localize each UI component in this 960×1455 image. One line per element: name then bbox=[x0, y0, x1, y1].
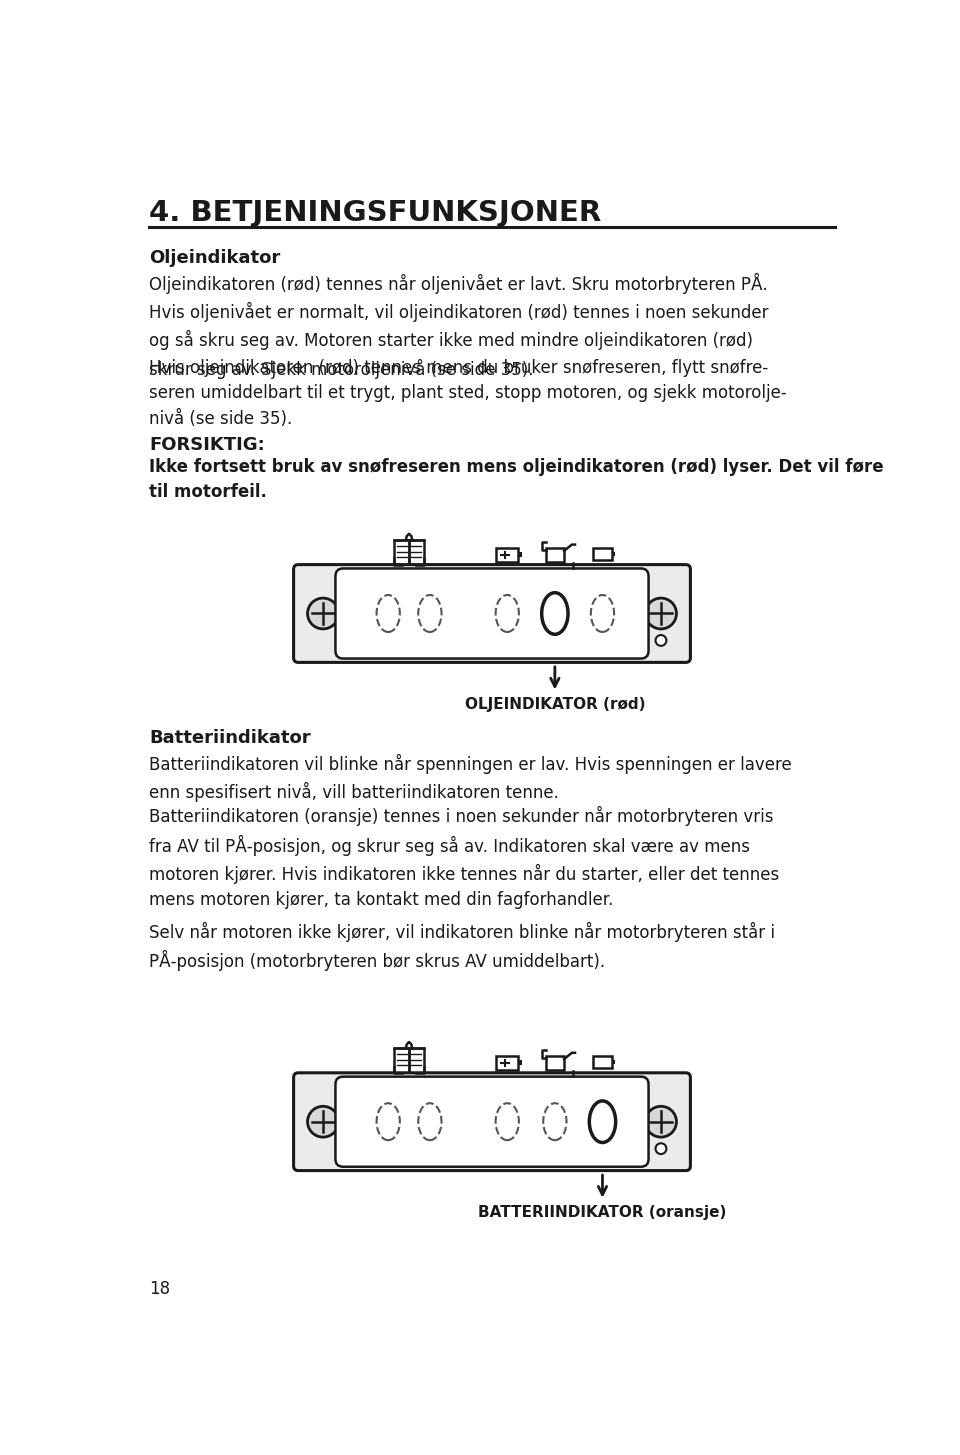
Circle shape bbox=[645, 1106, 677, 1138]
Bar bbox=[545, 1056, 564, 1069]
Circle shape bbox=[307, 1106, 339, 1138]
Ellipse shape bbox=[419, 595, 442, 631]
Ellipse shape bbox=[419, 1103, 442, 1141]
Circle shape bbox=[656, 1144, 666, 1154]
Circle shape bbox=[645, 598, 677, 629]
FancyBboxPatch shape bbox=[335, 569, 649, 659]
Bar bbox=[518, 1061, 522, 1065]
Ellipse shape bbox=[495, 1103, 518, 1141]
FancyBboxPatch shape bbox=[294, 1072, 690, 1171]
Ellipse shape bbox=[543, 1103, 566, 1141]
Text: Batteriindikatoren (oransje) tennes i noen sekunder når motorbryteren vris
fra A: Batteriindikatoren (oransje) tennes i no… bbox=[150, 806, 780, 909]
Text: FORSIKTIG:: FORSIKTIG: bbox=[150, 436, 265, 454]
Text: Oljeindikatoren (rød) tennes når oljenivået er lavt. Skru motorbryteren PÅ.
Hvis: Oljeindikatoren (rød) tennes når oljeniv… bbox=[150, 274, 769, 378]
Text: BATTERIINDIKATOR (oransje): BATTERIINDIKATOR (oransje) bbox=[478, 1205, 727, 1221]
Bar bbox=[518, 553, 522, 557]
Ellipse shape bbox=[376, 595, 399, 631]
FancyBboxPatch shape bbox=[335, 1077, 649, 1167]
Text: 18: 18 bbox=[150, 1279, 171, 1298]
Text: Selv når motoren ikke kjører, vil indikatoren blinke når motorbryteren står i
PÅ: Selv når motoren ikke kjører, vil indika… bbox=[150, 921, 776, 970]
Bar bbox=[612, 1059, 615, 1065]
Text: Oljeindikator: Oljeindikator bbox=[150, 249, 280, 266]
Ellipse shape bbox=[590, 595, 614, 631]
Bar bbox=[612, 551, 615, 556]
Text: 4. BETJENINGSFUNKSJONER: 4. BETJENINGSFUNKSJONER bbox=[150, 199, 602, 227]
Bar bbox=[496, 1056, 518, 1069]
FancyBboxPatch shape bbox=[294, 565, 690, 662]
Bar bbox=[545, 547, 564, 562]
Circle shape bbox=[656, 634, 666, 646]
Text: Batteriindikator: Batteriindikator bbox=[150, 729, 311, 746]
Bar bbox=[593, 547, 612, 560]
Bar bbox=[496, 547, 518, 562]
Text: Ikke fortsett bruk av snøfreseren mens oljeindikatoren (rød) lyser. Det vil føre: Ikke fortsett bruk av snøfreseren mens o… bbox=[150, 458, 884, 501]
Text: Hvis oljeindikatoren (rød) tennes mens du bruker snøfreseren, flytt snøfre-
sere: Hvis oljeindikatoren (rød) tennes mens d… bbox=[150, 359, 787, 428]
Ellipse shape bbox=[589, 1101, 615, 1142]
Text: Batteriindikatoren vil blinke når spenningen er lav. Hvis spenningen er lavere
e: Batteriindikatoren vil blinke når spenni… bbox=[150, 754, 792, 802]
Ellipse shape bbox=[495, 595, 518, 631]
Bar bbox=[593, 1056, 612, 1068]
Ellipse shape bbox=[541, 592, 568, 634]
Ellipse shape bbox=[376, 1103, 399, 1141]
Circle shape bbox=[307, 598, 339, 629]
Text: OLJEINDIKATOR (rød): OLJEINDIKATOR (rød) bbox=[465, 697, 645, 711]
